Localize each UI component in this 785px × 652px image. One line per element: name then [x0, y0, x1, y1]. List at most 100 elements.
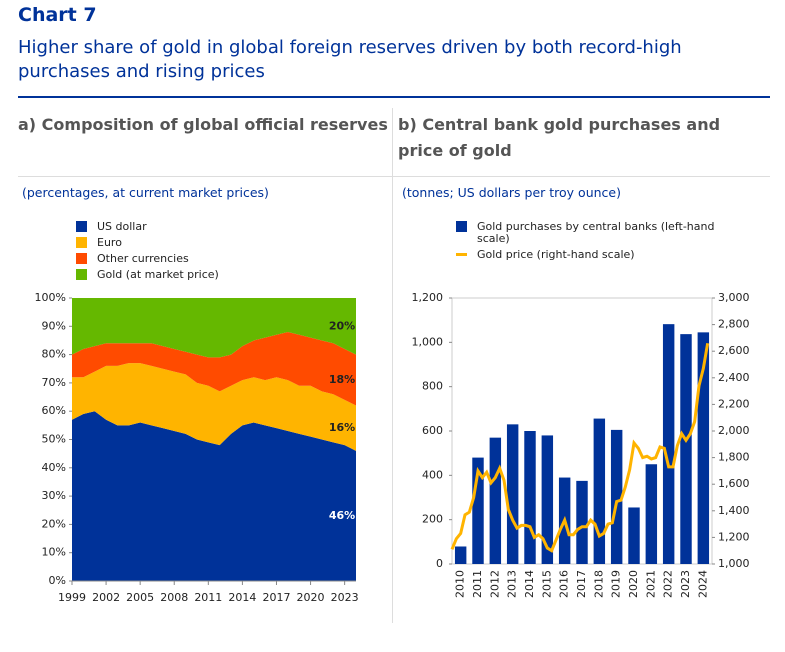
y2-tick-label: 2,600 — [718, 344, 750, 357]
data-label: 18% — [329, 373, 355, 386]
legend: Gold purchases by central banks (left-ha… — [456, 221, 721, 265]
subtitle: (tonnes; US dollars per troy ounce) — [402, 185, 621, 200]
legend-label: Other currencies — [97, 252, 189, 265]
y-tick-label: 60% — [42, 404, 66, 417]
legend-item: Euro — [76, 237, 326, 249]
x-tick-label: 2008 — [160, 591, 188, 604]
bar — [645, 464, 658, 564]
y2-tick-label: 3,000 — [718, 291, 750, 304]
data-label: 46% — [329, 509, 355, 522]
x-tick-label: 2010 — [454, 570, 467, 598]
x-tick-label: 2016 — [558, 570, 571, 598]
legend-item: Gold price (right-hand scale) — [456, 249, 721, 261]
y2-tick-label: 2,800 — [718, 318, 750, 331]
x-tick-label: 2024 — [696, 570, 709, 598]
subtitle: (percentages, at current market prices) — [22, 185, 269, 200]
y-tick-label: 1,200 — [412, 291, 444, 304]
y2-tick-label: 1,600 — [718, 477, 750, 490]
area — [72, 331, 356, 406]
x-tick-label: 2011 — [194, 591, 222, 604]
area — [72, 298, 356, 358]
x-tick-label: 2005 — [126, 591, 154, 604]
data-label: 20% — [329, 319, 355, 332]
bar — [610, 429, 623, 564]
legend-swatch — [76, 237, 87, 248]
y-tick-label: 40% — [42, 461, 66, 474]
y-tick-label: 1,000 — [412, 335, 444, 348]
bar — [489, 437, 502, 564]
y-tick-label: 100% — [35, 291, 66, 304]
x-tick-label: 2017 — [262, 591, 290, 604]
chart-title: Higher share of gold in global foreign r… — [18, 37, 682, 82]
legend-item: Gold (at market price) — [76, 269, 326, 281]
x-tick-label: 2021 — [644, 570, 657, 598]
x-tick-label: 2002 — [92, 591, 120, 604]
bar — [524, 431, 536, 564]
x-tick-label: 2017 — [575, 570, 588, 598]
legend-label: Gold purchases by central banks (left-ha… — [477, 220, 715, 245]
legend-swatch — [76, 269, 87, 280]
legend-item: US dollar — [76, 221, 326, 233]
legend-swatch — [456, 253, 467, 256]
legend-item: Gold purchases by central banks (left-ha… — [456, 221, 721, 245]
legend-item: Other currencies — [76, 253, 326, 265]
bar — [697, 332, 710, 564]
bar — [680, 334, 692, 564]
y-tick-label: 600 — [422, 424, 443, 437]
y-tick-label: 50% — [42, 433, 66, 446]
legend-label: Gold (at market price) — [97, 268, 219, 281]
y-tick-label: 30% — [42, 489, 66, 502]
y2-tick-label: 2,200 — [718, 397, 750, 410]
line — [450, 342, 710, 553]
x-tick-label: 2020 — [627, 570, 640, 598]
x-tick-label: 2014 — [228, 591, 256, 604]
bar — [576, 480, 588, 564]
legend: US dollar Euro Other currencies Gold (at ma… — [76, 221, 326, 285]
y2-tick-label: 1,400 — [718, 504, 750, 517]
y-tick-label: 800 — [422, 380, 443, 393]
y-tick-label: 200 — [422, 513, 443, 526]
panel-title: a) Composition of global official reserv… — [18, 115, 388, 134]
y2-tick-label: 1,000 — [718, 557, 750, 570]
legend-label: Gold price (right-hand scale) — [477, 248, 635, 261]
legend-swatch — [456, 221, 467, 232]
rule — [18, 96, 770, 98]
y-tick-label: 10% — [42, 546, 66, 559]
y-tick-label: 20% — [42, 517, 66, 530]
x-tick-label: 1999 — [58, 591, 86, 604]
y-tick-label: 90% — [42, 319, 66, 332]
x-tick-label: 2012 — [488, 570, 501, 598]
chart-label: Chart 7 — [18, 4, 97, 26]
y-tick-label: 0 — [436, 557, 443, 570]
bar — [593, 418, 606, 564]
legend-swatch — [76, 221, 87, 232]
x-tick-label: 2020 — [297, 591, 325, 604]
x-tick-label: 2014 — [523, 570, 536, 598]
area — [72, 411, 356, 581]
data-label: 16% — [329, 421, 355, 434]
legend-label: US dollar — [97, 220, 147, 233]
x-tick-label: 2013 — [506, 570, 519, 598]
x-tick-label: 2023 — [331, 591, 359, 604]
x-tick-label: 2018 — [592, 570, 605, 598]
divider — [392, 108, 393, 623]
x-tick-label: 2022 — [662, 570, 675, 598]
y2-tick-label: 1,800 — [718, 451, 750, 464]
y2-tick-label: 2,000 — [718, 424, 750, 437]
y2-tick-label: 1,200 — [718, 530, 750, 543]
bar — [628, 507, 640, 564]
divider — [18, 176, 770, 177]
legend-swatch — [76, 253, 87, 264]
x-tick-label: 2023 — [679, 570, 692, 598]
x-tick-label: 2011 — [471, 570, 484, 598]
area — [72, 363, 356, 451]
x-tick-label: 2015 — [540, 570, 553, 598]
bar — [662, 324, 675, 564]
panel-title: b) Central bank gold purchases and price… — [398, 115, 721, 160]
bar — [472, 457, 484, 564]
y2-tick-label: 2,400 — [718, 371, 750, 384]
bar — [541, 435, 554, 564]
y-tick-label: 0% — [49, 574, 66, 587]
legend-label: Euro — [97, 236, 122, 249]
